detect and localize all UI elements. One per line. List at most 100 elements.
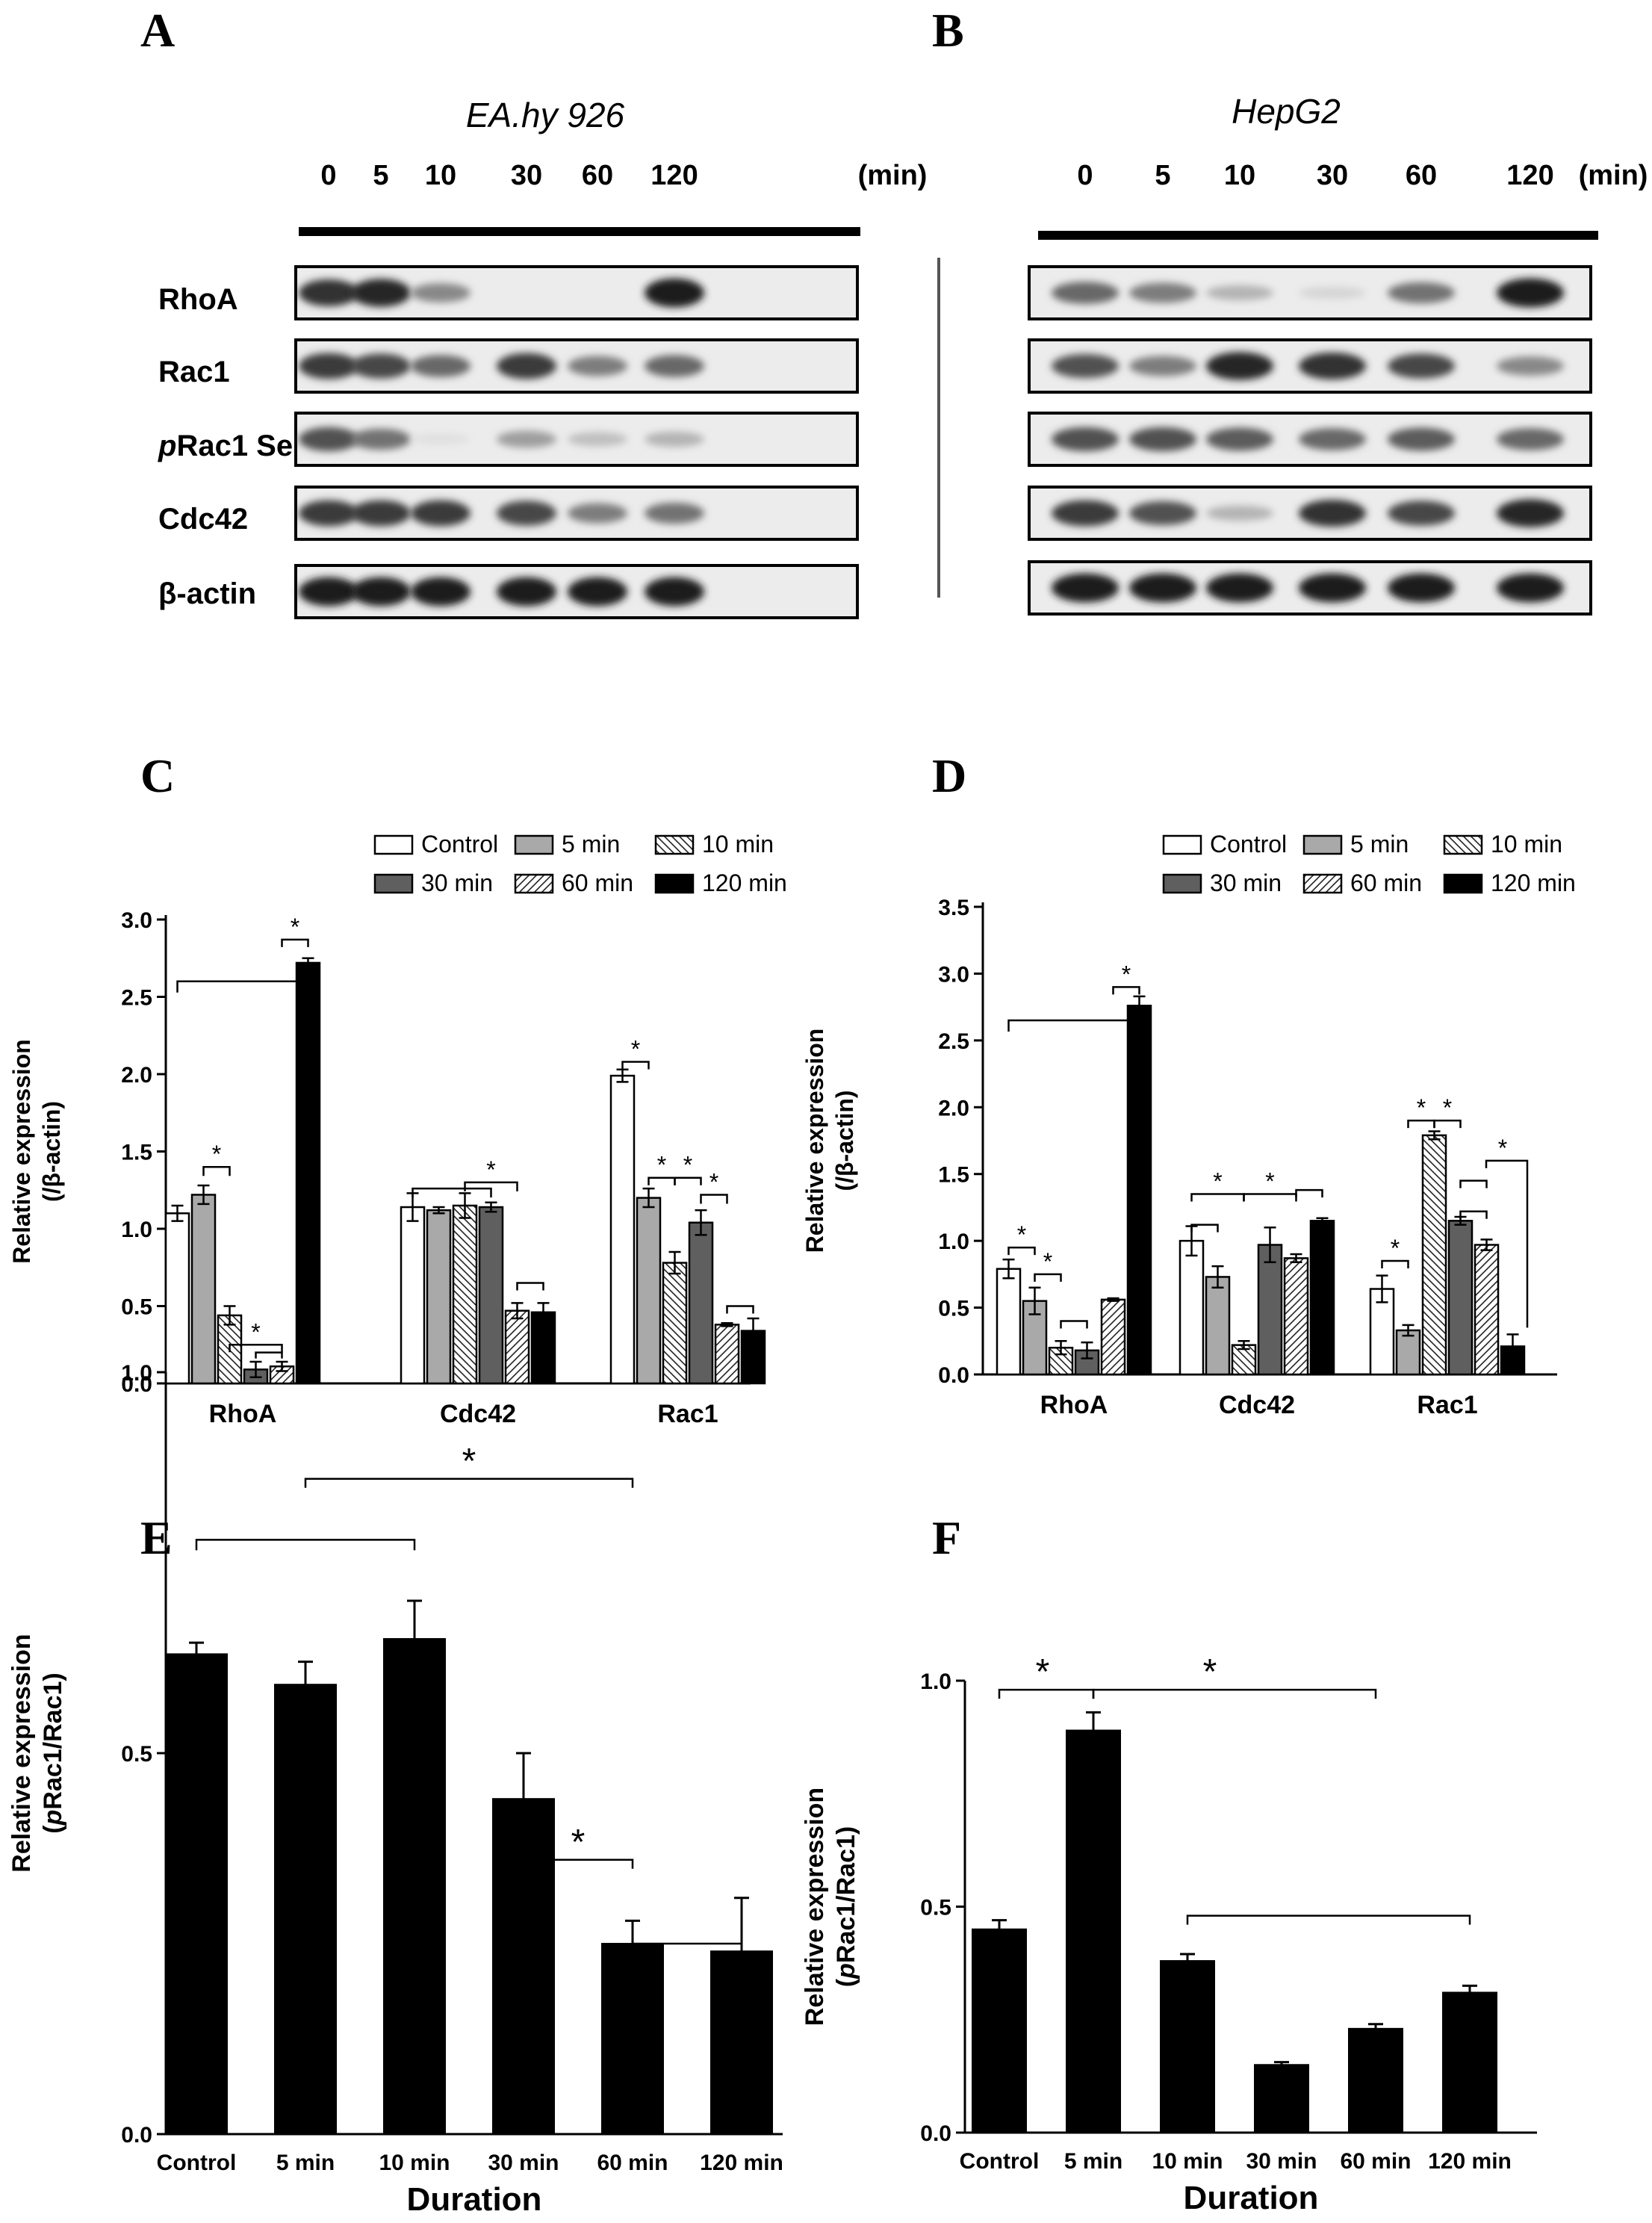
bar-cdc42-1: [1205, 1276, 1231, 1376]
x-category-label-3: 30 min: [1246, 2149, 1317, 2174]
y-axis-label-line1: Relative expression: [7, 1634, 36, 1872]
y-axis-label-line1: Relative expression: [8, 1039, 35, 1264]
blot-band-left-1-0: [299, 353, 358, 379]
x-axis-title: Duration: [407, 2181, 542, 2218]
significance-bracket-4: [255, 1351, 283, 1359]
error-bar-cdc42-1: [1211, 1265, 1224, 1289]
time-label-right-3: 30: [1317, 160, 1348, 191]
significance-bracket-3: [1034, 1273, 1062, 1282]
error-bar-1: [298, 1661, 313, 1685]
y-axis-label-line2: (/β-actin): [831, 1090, 858, 1191]
bar-3: [1254, 2064, 1309, 2133]
y-tick-label-0: 0.0: [938, 1363, 969, 1388]
significance-bracket-12: [1459, 1179, 1488, 1188]
blot-band-left-1-5: [645, 355, 704, 377]
significance-star-2: *: [212, 1141, 221, 1168]
blot-band-right-4-2: [1206, 573, 1273, 603]
significance-bracket-9: [648, 1176, 676, 1185]
blot-label-prac1-main: Rac1 Ser: [176, 430, 304, 462]
legend-label-4: 60 min: [562, 869, 633, 896]
time-label-left-4: 60: [582, 160, 613, 191]
bar-rac1-3: [688, 1221, 714, 1385]
error-bar-cdc42-4: [1290, 1253, 1302, 1264]
legend-swatch-5: [1443, 873, 1483, 894]
y-tick-label-1: 0.5: [920, 1896, 951, 1920]
significance-bracket-1: [304, 1478, 634, 1488]
legend-label-4: 60 min: [1350, 869, 1422, 896]
blot-band-left-3-4: [568, 503, 627, 524]
x-category-label-0: RhoA: [209, 1400, 277, 1428]
chart-c: Control 5 min 10 min 30 min 60 min 120 min 0.0…: [8, 831, 787, 1428]
bar-3: [492, 1798, 555, 2135]
y-axis-label-line2-rest: Rac1/Rac1): [832, 1826, 860, 1963]
significance-bracket-11: [1433, 1119, 1462, 1129]
significance-star-8: *: [631, 1035, 640, 1062]
error-bar-rac1-0: [1376, 1274, 1388, 1303]
significance-star-1: *: [1203, 1652, 1217, 1692]
blot-band-right-2-5: [1497, 428, 1564, 450]
blot-band-left-2-0: [299, 427, 358, 452]
blot-band-right-2-2: [1206, 427, 1273, 451]
error-bar-cdc42-2: [1238, 1340, 1250, 1351]
error-bar-rhoa-2: [1055, 1340, 1067, 1356]
significance-bracket-9: [1381, 1259, 1409, 1268]
blot-band-left-3-3: [497, 500, 556, 526]
significance-star-2: *: [571, 1823, 586, 1862]
x-category-label-4: 60 min: [597, 2151, 668, 2175]
blot-band-left-4-5: [645, 577, 704, 607]
blot-band-right-0-4: [1388, 282, 1455, 304]
significance-bracket-6: [464, 1181, 518, 1191]
bar-5: [710, 1950, 773, 2135]
x-category-label-3: 30 min: [488, 2151, 559, 2175]
time-label-right-1: 5: [1155, 160, 1170, 191]
legend-swatch-0: [1162, 834, 1202, 855]
bar-cdc42-4: [504, 1309, 530, 1385]
significance-bracket-1: [281, 938, 309, 947]
blot-band-left-0-5: [645, 278, 704, 308]
y-tick-label-4: 2.0: [938, 1096, 969, 1120]
blot-band-right-2-3: [1299, 428, 1366, 450]
significance-bracket-2: [1007, 1246, 1036, 1256]
blot-band-right-0-0: [1052, 282, 1119, 304]
bar-rhoa-4: [1100, 1298, 1126, 1376]
significance-bracket-8: [1295, 1188, 1323, 1198]
significance-bracket-rac1-tail: [1485, 1159, 1529, 1328]
error-bar-rac1-4: [721, 1322, 733, 1327]
blot-band-left-3-2: [411, 500, 471, 527]
y-axis-label-line2-italic: p: [832, 1963, 860, 1979]
legend-label-2: 10 min: [702, 831, 774, 858]
error-bar-2: [1180, 1953, 1195, 1962]
blot-band-left-2-2: [411, 433, 471, 445]
blot-band-right-1-4: [1388, 353, 1455, 379]
blot-band-right-4-0: [1052, 573, 1119, 603]
legend-label-3: 30 min: [421, 869, 493, 896]
error-bar-rac1-4: [1480, 1238, 1493, 1251]
significance-star-1: *: [291, 914, 299, 940]
y-tick-label-2: 1.0: [121, 1361, 152, 1386]
significance-bracket-1: [1112, 986, 1140, 995]
blot-band-left-0-1: [351, 279, 411, 307]
blot-band-left-3-5: [645, 502, 704, 524]
error-bar-cdc42-4: [511, 1302, 524, 1320]
blot-band-left-2-3: [497, 430, 556, 448]
y-axis-label-line2-prefix: (: [832, 1978, 860, 1987]
significance-star-3: *: [1043, 1248, 1052, 1275]
blot-band-left-4-2: [411, 577, 471, 607]
blot-band-right-3-4: [1388, 500, 1455, 526]
error-bar-cdc42-1: [432, 1206, 445, 1215]
legend-label-3: 30 min: [1210, 869, 1282, 896]
error-bar-rhoa-3: [249, 1360, 262, 1378]
error-bar-rhoa-0: [171, 1204, 184, 1222]
significance-bracket-10: [674, 1176, 702, 1185]
error-bar-5: [734, 1897, 749, 1952]
error-bar-4: [625, 1919, 640, 1944]
error-bar-cdc42-5: [537, 1302, 550, 1323]
blot-label-cdc42: Cdc42: [158, 503, 248, 536]
significance-bracket-2: [522, 1858, 634, 1869]
bar-rhoa-0: [996, 1268, 1022, 1376]
blot-band-right-2-0: [1052, 427, 1119, 452]
error-bar-rac1-3: [695, 1209, 707, 1236]
y-axis-label: Relative expression (/β-actin): [801, 1029, 858, 1253]
significance-bracket-5: [1190, 1193, 1245, 1202]
time-label-left-1: 5: [373, 160, 388, 191]
